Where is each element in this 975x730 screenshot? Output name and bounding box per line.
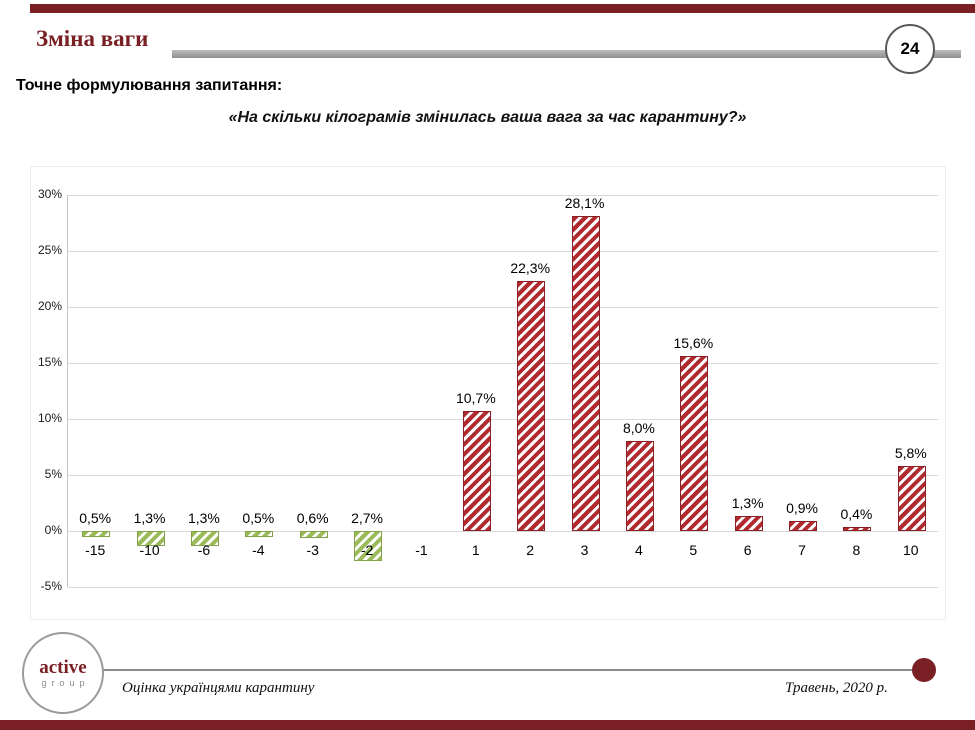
gridline [68,587,938,588]
category-label: 8 [852,542,861,558]
y-axis-label: 20% [37,299,62,313]
bar [897,466,926,531]
y-axis-label: 30% [37,187,62,201]
footer-divider-line [100,669,922,671]
category-label: -6 [197,542,211,558]
bar-chart: 30% 25% 20% 15% 10% 5% 0% -5% 0,5% -15 1,3% -10 1,3%… [30,166,946,620]
gridline [68,419,938,420]
category-label: -2 [360,542,374,558]
gridline [68,195,938,196]
question-label: Точне формулювання запитання: [16,77,283,94]
page-number: 24 [900,39,920,58]
bar [136,531,165,546]
data-label: 22,3% [510,260,551,277]
category-label: 2 [526,542,535,558]
bar [245,531,274,537]
top-accent-bar [30,4,975,13]
data-label: 28,1% [564,195,605,212]
y-axis-label: 10% [37,411,62,425]
question-text: «На скільки кілограмів змінилась ваша ва… [228,109,747,126]
data-label: 1,3% [133,510,166,526]
bar [734,516,763,531]
data-label: 0,4% [840,505,873,522]
category-label: -3 [306,542,319,558]
data-label: 0,5% [79,510,112,526]
gridline [68,251,938,252]
category-label: -15 [85,542,106,558]
gridline [68,531,938,532]
bar [190,531,219,546]
y-axis-label: 5% [44,467,62,481]
category-label: 10 [903,542,919,558]
gridline [68,307,938,308]
category-label: -4 [252,542,265,558]
y-axis-label: 25% [37,243,62,257]
bar [354,531,383,562]
bar [680,356,709,531]
category-label: 3 [580,542,589,558]
category-label: 4 [635,542,643,558]
category-label: -10 [139,542,160,558]
y-axis-label: 15% [37,355,62,369]
plot-area: 30% 25% 20% 15% 10% 5% 0% -5% 0,5% -15 1,3% -10 1,3%… [38,187,938,593]
page-title: Зміна ваги [36,26,149,51]
gridline [68,363,938,364]
logo-text-active: active [39,657,87,678]
y-axis-label: -5% [40,579,62,593]
footer-end-dot [912,658,936,682]
bar [299,531,328,538]
bottom-accent-bar [0,720,975,730]
bar [789,520,818,531]
active-group-logo: active group [22,632,104,714]
data-label: 5,8% [894,445,927,462]
bar [82,531,111,537]
footer-right-text: Травень, 2020 р. [785,680,888,696]
page-number-badge: 24 [885,24,935,74]
data-label: 1,3% [187,510,220,526]
category-label: 1 [471,542,480,558]
category-label: 7 [798,542,806,558]
footer-left-text: Оцінка українцями карантину [122,680,315,696]
bar [517,281,546,531]
data-label: 0,9% [786,499,819,516]
data-label: 2,7% [351,510,384,526]
gridline [68,475,938,476]
category-label: -1 [415,542,428,558]
bar [625,441,654,531]
logo-text-group: group [41,678,90,688]
data-label: 0,6% [296,510,329,526]
data-label: 8,0% [622,420,655,437]
data-label: 0,5% [242,510,275,526]
bar [571,216,600,531]
header-divider-band [172,50,961,58]
data-label: 10,7% [455,390,496,407]
category-label: 6 [743,542,752,558]
data-label: 15,6% [673,335,714,352]
data-label: 1,3% [731,495,764,512]
bar [843,526,872,531]
bar [462,411,491,531]
y-axis-label: 0% [44,523,62,537]
category-label: 5 [689,542,698,558]
